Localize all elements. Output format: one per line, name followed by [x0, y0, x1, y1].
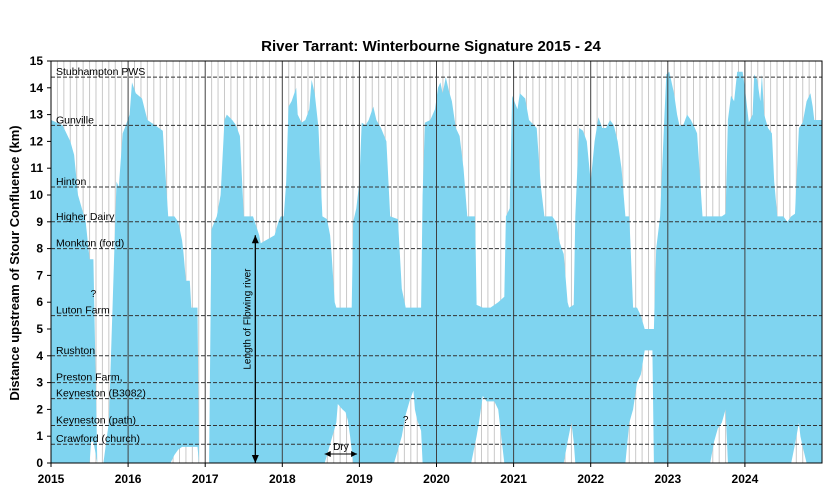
- y-tick-label: 11: [30, 161, 43, 175]
- x-tick-label: 2020: [423, 472, 450, 486]
- y-tick-label: 4: [36, 349, 43, 363]
- x-tick-label: 2021: [500, 472, 527, 486]
- y-tick-label: 14: [30, 81, 44, 95]
- y-tick-label: 9: [36, 215, 43, 229]
- y-tick-label: 0: [36, 456, 43, 470]
- place-label: Luton Farm: [56, 305, 110, 317]
- y-tick-label: 8: [36, 242, 43, 256]
- place-label: Monkton (ford): [56, 238, 124, 250]
- x-tick-label: 2018: [269, 472, 296, 486]
- place-label: Crawford (church): [56, 433, 140, 445]
- place-label: Keyneston (B3082): [56, 388, 146, 400]
- y-tick-label: 15: [30, 54, 44, 68]
- x-tick-label: 2015: [38, 472, 65, 486]
- place-label: Gunville: [56, 114, 94, 126]
- y-tick-label: 1: [36, 429, 43, 443]
- place-label: Higher Dairy: [56, 211, 115, 223]
- dry-arrow-head-left: [324, 450, 331, 457]
- y-tick-label: 13: [30, 108, 44, 122]
- y-axis-label: Distance upstream of Stour Confluence (k…: [7, 125, 22, 400]
- x-tick-label: 2016: [115, 472, 142, 486]
- x-tick-label: 2017: [192, 472, 219, 486]
- question-mark: ?: [91, 289, 97, 300]
- place-label: Keyneston (path): [56, 414, 136, 426]
- place-label: Rushton: [56, 345, 95, 357]
- chart-title: River Tarrant: Winterbourne Signature 20…: [261, 38, 601, 55]
- y-tick-label: 7: [36, 268, 43, 282]
- y-tick-label: 10: [30, 188, 44, 202]
- dry-arrow-head-right: [351, 450, 358, 457]
- y-tick-label: 2: [36, 402, 43, 416]
- place-label: Stubhampton PWS: [56, 66, 145, 78]
- y-tick-label: 5: [36, 322, 43, 336]
- x-tick-label: 2024: [732, 472, 759, 486]
- y-tick-label: 3: [36, 376, 43, 390]
- y-tick-label: 12: [30, 134, 44, 148]
- x-tick-label: 2023: [654, 472, 681, 486]
- x-tick-label: 2019: [346, 472, 373, 486]
- flowing-arrow-head-bottom: [251, 455, 259, 463]
- place-label: Hinton: [56, 176, 87, 188]
- place-label: Preston Farm,: [56, 372, 123, 384]
- question-mark: ?: [403, 415, 409, 426]
- plot-area: Stubhampton PWS Gunville Hinton Higher Dair…: [30, 54, 823, 486]
- x-tick-label: 2022: [577, 472, 604, 486]
- flowing-arrow-head-top: [251, 235, 259, 244]
- flowing-river-label: Length of Flowing river: [242, 268, 253, 370]
- dry-label: Dry: [333, 442, 349, 453]
- y-tick-label: 6: [36, 295, 43, 309]
